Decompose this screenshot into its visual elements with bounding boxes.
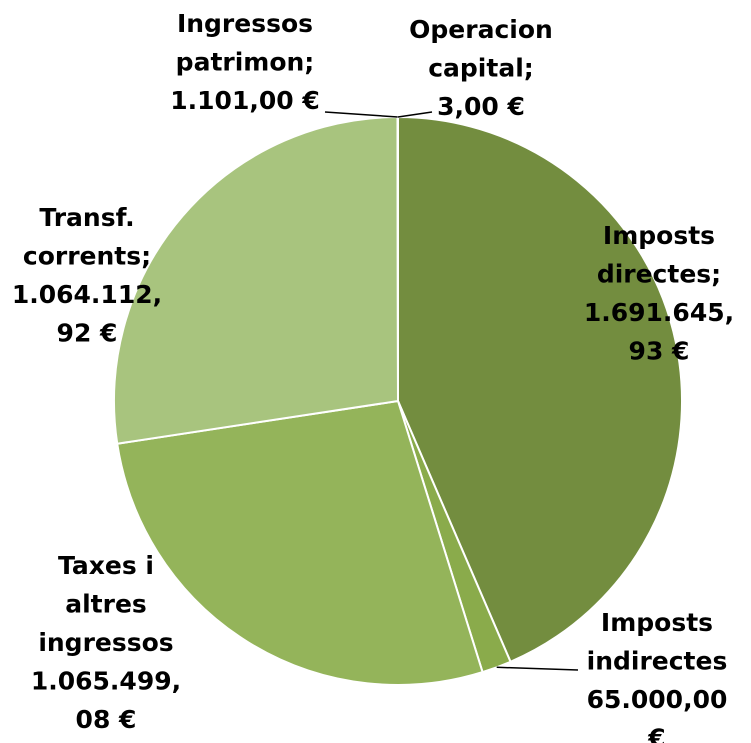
data-label-ingressos-patrimon: Ingressos patrimon; 1.101,00 € bbox=[170, 9, 319, 115]
data-label-line: indirectes bbox=[587, 647, 728, 676]
data-label-line: ingressos bbox=[38, 628, 173, 657]
data-label-line: Taxes i bbox=[58, 551, 154, 580]
data-label-line: 65.000,00 bbox=[587, 685, 728, 714]
slice-transf-corrents bbox=[113, 115, 400, 445]
data-label-line: Ingressos bbox=[177, 9, 313, 38]
slice-imposts-directes bbox=[397, 115, 683, 664]
data-label-line: 3,00 € bbox=[437, 92, 525, 121]
data-label-line: 1.691.645, bbox=[584, 298, 734, 327]
data-label-line: directes; bbox=[597, 260, 721, 289]
data-label-imposts-indirectes: Imposts indirectes 65.000,00 € bbox=[587, 608, 728, 743]
data-label-line: 92 € bbox=[57, 319, 118, 348]
data-label-line: Transf. bbox=[39, 203, 134, 232]
data-label-line: altres bbox=[65, 590, 147, 619]
data-label-line: 93 € bbox=[629, 337, 690, 366]
leader-lines bbox=[324, 111, 579, 671]
data-label-transf-corrents: Transf. corrents; 1.064.112, 92 € bbox=[12, 203, 162, 348]
slice-taxes-i-altres-ingressos bbox=[116, 399, 484, 686]
data-label-line: 1.101,00 € bbox=[170, 86, 319, 115]
data-label-line: 08 € bbox=[76, 705, 137, 734]
data-label-line: 1.065.499, bbox=[31, 667, 181, 696]
data-label-line: corrents; bbox=[23, 242, 151, 271]
leader-line-imposts-indirectes bbox=[496, 666, 579, 671]
data-label-line: Imposts bbox=[601, 608, 713, 637]
data-label-line: Operacion bbox=[409, 15, 553, 44]
leader-line-ingressos-patrimon bbox=[324, 111, 398, 118]
data-label-line: € bbox=[647, 724, 665, 743]
data-label-line: patrimon; bbox=[176, 48, 315, 77]
data-label-taxes-i-altres-ingressos: Taxes i altres ingressos 1.065.499, 08 € bbox=[31, 551, 181, 734]
leader-line-operacion-capital bbox=[397, 111, 433, 118]
data-label-line: capital; bbox=[428, 54, 534, 83]
data-label-line: Imposts bbox=[603, 221, 715, 250]
data-label-imposts-directes: Imposts directes; 1.691.645, 93 € bbox=[584, 221, 734, 366]
data-label-line: 1.064.112, bbox=[12, 280, 162, 309]
data-labels: Imposts directes; 1.691.645, 93 € Imposts ind… bbox=[12, 9, 734, 743]
pie-slices bbox=[113, 115, 683, 686]
data-label-operacion-capital: Operacion capital; 3,00 € bbox=[409, 15, 553, 121]
